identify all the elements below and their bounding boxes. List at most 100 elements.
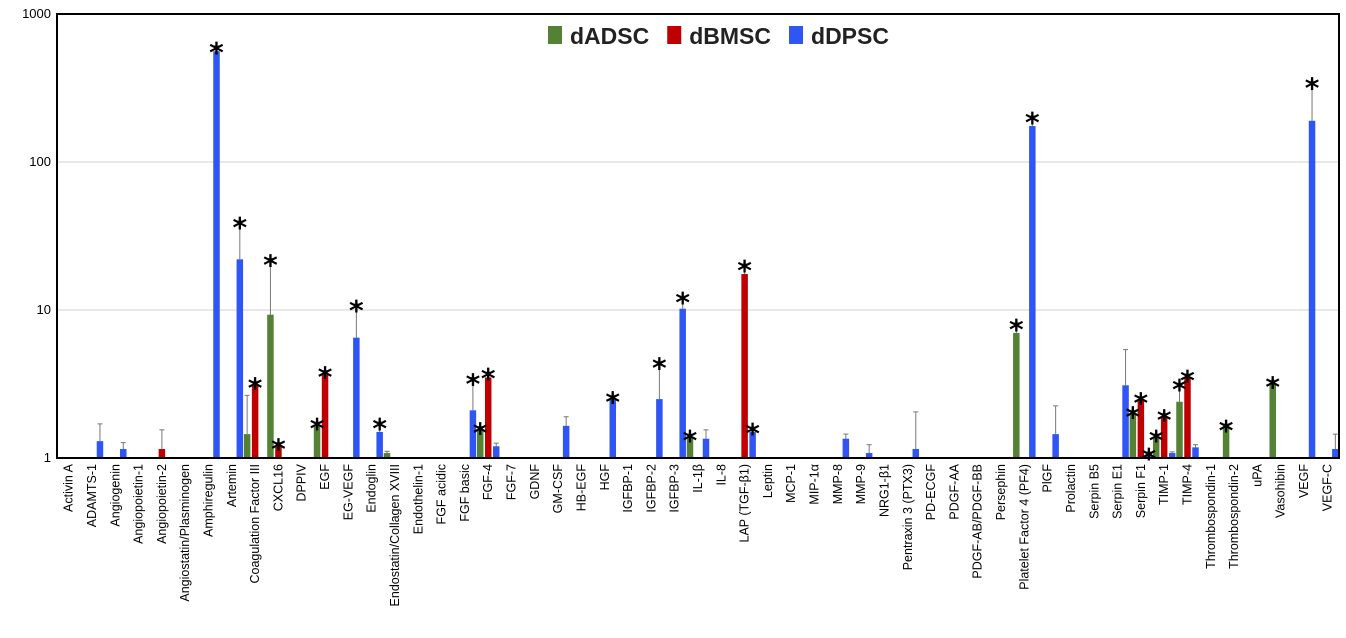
bar-dDPSC: [376, 431, 383, 458]
x-category-label: EG-VEGF: [341, 464, 355, 521]
significance-markers: ** * ********** *****************: [209, 36, 1320, 475]
significance-star: *: [1149, 424, 1164, 457]
x-category-label: Endothelin-1: [411, 464, 425, 534]
x-category-label: VEGF-C: [1320, 464, 1334, 511]
significance-star: *: [737, 254, 752, 287]
bar-dDPSC: [912, 449, 920, 458]
x-category-label: PlGF: [1041, 464, 1055, 493]
x-category-label: EGF: [318, 464, 332, 490]
x-category-label: Serpin B5: [1087, 464, 1101, 519]
bar-dBMSC: [251, 385, 259, 458]
bar-dADSC: [313, 425, 321, 458]
x-category-label: Activin A: [62, 463, 76, 512]
x-category-label: Angiostatin/Plasminogen: [178, 464, 192, 602]
bar-dDPSC: [679, 308, 686, 458]
bar-dDPSC: [749, 431, 756, 458]
x-category-label: FGF-4: [481, 464, 495, 500]
significance-star: *: [683, 424, 698, 457]
x-category-label: IGFBP-1: [621, 464, 635, 513]
x-category-label: Angiogenin: [108, 464, 122, 527]
bar-dBMSC: [321, 373, 329, 458]
x-category-label: MMP-9: [854, 464, 868, 504]
x-category-label: NRG1-β1: [877, 464, 891, 517]
significance-star: *: [1265, 370, 1280, 403]
x-category-label: Coagulation Factor III: [248, 464, 262, 584]
bar-dADSC: [267, 314, 274, 458]
significance-star: *: [1157, 403, 1172, 436]
x-category-label: Endoglin: [365, 464, 379, 513]
bar-dDPSC: [1052, 434, 1059, 458]
x-category-label: Endostatin/Collagen XVIII: [388, 464, 402, 606]
x-category-label: Angiopoietin-1: [132, 464, 146, 544]
x-category-label: HGF: [598, 464, 612, 491]
x-category-label: VEGF: [1297, 464, 1311, 498]
x-category-label: DPPIV: [295, 463, 309, 501]
significance-star: *: [675, 286, 690, 319]
bar-dBMSC: [1160, 416, 1168, 458]
significance-star: *: [271, 433, 286, 466]
bar-dDPSC: [1145, 453, 1153, 458]
x-category-label: Serpin E1: [1111, 464, 1125, 519]
y-axis-ticks: 1 10 100 1000: [22, 6, 51, 465]
x-category-label: MMP-8: [831, 464, 845, 504]
x-category-label: uPA: [1250, 463, 1264, 486]
x-category-label: FGF-7: [505, 464, 519, 500]
x-category-label: CXCL16: [271, 464, 285, 511]
plot-frame: [56, 13, 1340, 459]
legend-label-dBMSC: dBMSC: [689, 23, 771, 49]
bar-dDPSC: [1122, 385, 1129, 458]
x-category-label: Platelet Factor 4 (PF4): [1017, 464, 1031, 590]
bar-dADSC: [1129, 413, 1137, 458]
y-tick-label: 10: [37, 302, 51, 317]
x-category-label: FGF acidic: [435, 464, 449, 524]
bar-dDPSC: [1308, 120, 1316, 458]
bar-dDPSC: [96, 441, 104, 458]
x-category-label: PDGF-AB/PDGF-BB: [971, 464, 985, 579]
bar-dADSC: [1152, 436, 1160, 458]
y-tick-label: 1000: [22, 6, 51, 21]
x-category-label: GDNF: [528, 464, 542, 500]
x-category-label: Serpin F1: [1134, 464, 1148, 518]
x-category-label: PD-ECGF: [924, 464, 938, 521]
bar-dDPSC: [1029, 126, 1036, 458]
bar-dADSC: [1176, 401, 1183, 458]
bar-dDPSC: [213, 51, 220, 458]
x-category-label: Angiopoietin-2: [155, 464, 169, 544]
bar-dDPSC: [865, 453, 873, 458]
significance-star: *: [473, 417, 488, 450]
x-category-label: IL-8: [714, 464, 728, 486]
x-category-label: Amphiregulin: [202, 464, 216, 537]
x-category-label: PDGF-AA: [947, 463, 961, 519]
significance-star: *: [209, 36, 224, 69]
x-category-label: MCP-1: [784, 464, 798, 503]
significance-star: *: [372, 412, 387, 445]
x-category-label: Vasohibin: [1274, 464, 1288, 518]
x-category-label: TIMP-4: [1180, 464, 1194, 505]
legend-swatch-dADSC: [548, 26, 562, 44]
error-bars: [97, 45, 1338, 454]
significance-star: *: [1180, 364, 1195, 397]
bar-dDPSC: [702, 438, 710, 458]
x-category-label: LAP (TGF-β1): [738, 464, 752, 543]
bar-dBMSC: [1137, 399, 1145, 458]
bar-dDPSC: [656, 399, 663, 458]
bar-dADSC: [476, 429, 484, 458]
y-tick-label: 100: [29, 154, 51, 169]
significance-star: *: [466, 367, 481, 400]
bar-dDPSC: [236, 259, 244, 458]
bar-dDPSC: [469, 410, 477, 458]
x-category-label: MIP-1α: [808, 464, 822, 505]
bar-dBMSC: [158, 449, 166, 458]
significance-star: *: [1219, 414, 1234, 447]
bar-dDPSC: [609, 399, 617, 458]
bar-dBMSC: [741, 274, 748, 458]
significance-star: *: [232, 211, 247, 244]
significance-star: *: [1305, 71, 1320, 104]
bar-dADSC: [243, 434, 251, 458]
bar-dBMSC: [484, 377, 492, 458]
significance-star: *: [263, 248, 278, 281]
significance-star: *: [1134, 387, 1149, 420]
x-category-label: Leptin: [761, 464, 775, 498]
x-category-label: GM-CSF: [551, 464, 565, 514]
